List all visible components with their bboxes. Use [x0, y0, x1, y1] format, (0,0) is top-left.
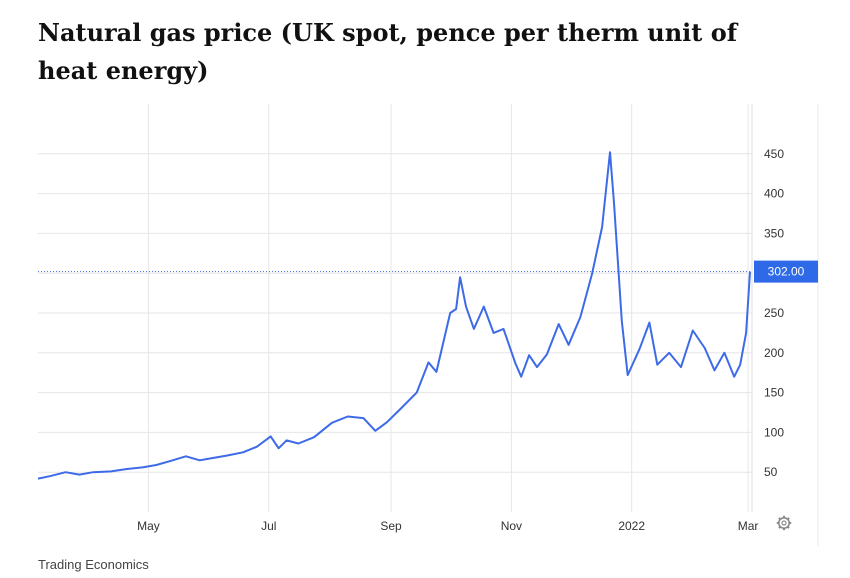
gear-icon-tooth — [786, 525, 790, 529]
chart-title: Natural gas price (UK spot, pence per th… — [38, 18, 738, 85]
x-axis-ticks: May Jul Sep Nov 2022 Mar — [137, 519, 758, 533]
y-tick-label: 200 — [764, 346, 784, 360]
chart-area: 50100150200250300350400450 MayJulSepNov2… — [0, 100, 850, 550]
x-tick-label: Sep — [380, 519, 402, 533]
x-tick-label: Jul — [261, 519, 276, 533]
y-tick-label: 350 — [764, 226, 784, 240]
last-value-badge-bg — [754, 260, 818, 283]
source-credit[interactable]: Trading Economics — [38, 557, 149, 572]
x-tick-label: Nov — [501, 519, 522, 533]
x-tick-label: May — [137, 519, 160, 533]
gear-icon-tooth — [786, 517, 790, 521]
gear-icon-tooth — [778, 517, 782, 521]
series-group — [37, 151, 751, 480]
grid-lines — [38, 104, 819, 546]
y-tick-label: 50 — [764, 465, 778, 479]
last-value-badge: 302.00 — [754, 260, 818, 283]
line-chart[interactable]: 50100150200250300350400450 MayJulSepNov2… — [0, 100, 850, 550]
x-tick-label: 2022 — [618, 519, 645, 533]
gear-icon-hub — [781, 520, 787, 526]
y-tick-label: 150 — [764, 386, 784, 400]
last-value-label: 302.00 — [768, 265, 805, 279]
y-tick-label: 250 — [764, 306, 784, 320]
y-tick-label: 400 — [764, 187, 784, 201]
y-tick-label: 100 — [764, 425, 784, 439]
x-tick-label: Mar — [738, 519, 759, 533]
gear-icon[interactable] — [776, 515, 792, 531]
gear-icon-ring — [778, 517, 790, 529]
y-tick-label: 450 — [764, 147, 784, 161]
y-axis-ticks: 50100150200250300350400450 — [764, 147, 784, 479]
price-series-line — [37, 151, 751, 480]
gear-icon-tooth — [778, 525, 782, 529]
